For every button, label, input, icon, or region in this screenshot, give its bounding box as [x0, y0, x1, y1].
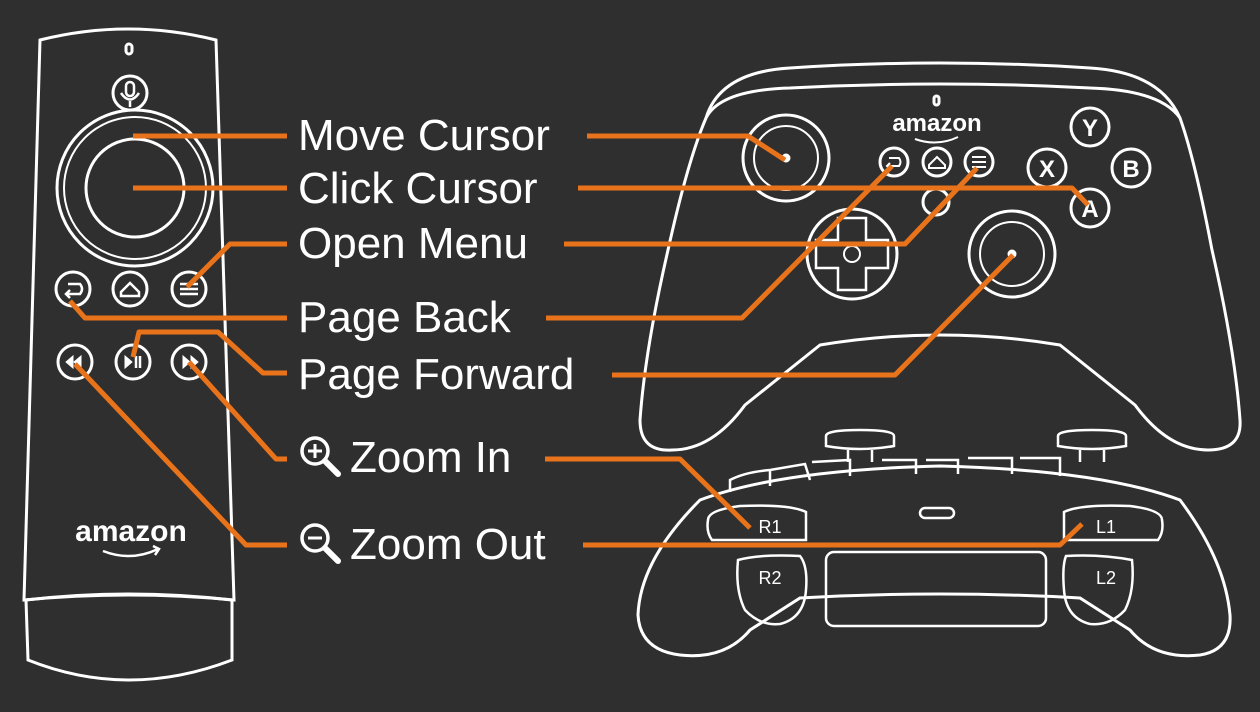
microphone-icon — [111, 74, 149, 112]
label-zoom-out-text: Zoom Out — [350, 520, 546, 569]
dpad-well — [805, 207, 899, 301]
gamepad-front-body — [636, 464, 1232, 658]
l1-bumper — [1062, 504, 1164, 542]
right-stick-outer — [967, 209, 1057, 299]
home-button-icon — [111, 270, 149, 308]
leader-move-cursor-gamepad — [587, 133, 787, 163]
face-button-b: B — [1122, 156, 1139, 183]
leader-page-forward-remote — [130, 329, 287, 376]
face-button-y: Y — [1082, 115, 1098, 142]
gamepad-front-recess — [824, 550, 1048, 628]
label-page-back-text: Page Back — [298, 293, 511, 342]
label-page-forward-text: Page Forward — [298, 350, 575, 399]
label-zoom-in-text: Zoom In — [350, 433, 512, 482]
l1-label: L1 — [1096, 517, 1116, 537]
leader-page-forward-gamepad — [612, 253, 1015, 378]
remote-brand-smile — [102, 544, 161, 558]
leader-open-menu-remote — [185, 241, 287, 289]
zoom-out-magnifier-icon — [300, 523, 341, 564]
label-zoom-out: Zoom Out — [298, 520, 546, 570]
gamepad-shoulder-bumpers — [704, 61, 1182, 119]
remote-bottom-cap — [24, 592, 234, 682]
gamepad-led — [932, 94, 941, 107]
label-page-forward: Page Forward — [298, 350, 574, 400]
fire-tv-remote — [22, 27, 236, 682]
leader-zoom-out-remote — [73, 362, 287, 548]
gamepad-front-sticks — [824, 428, 1128, 462]
label-move-cursor: Move Cursor — [298, 111, 550, 161]
gamepad-brand-logo: amazon — [892, 110, 981, 137]
dpad-center — [843, 245, 861, 263]
leader-zoom-in-remote — [187, 360, 287, 462]
play-pause-button-icon — [114, 343, 152, 381]
face-button-x: X — [1039, 156, 1055, 183]
leader-lines — [68, 133, 1090, 548]
label-open-menu: Open Menu — [298, 219, 528, 269]
label-move-cursor-text: Move Cursor — [298, 111, 550, 160]
rewind-button-icon — [56, 343, 94, 381]
l2-trigger — [1062, 554, 1134, 626]
r2-label: R2 — [758, 568, 781, 588]
gamepad-brand-smile — [914, 136, 959, 144]
remote-brand-logo: amazon — [75, 515, 187, 548]
gamepad-menu-icon — [963, 146, 995, 178]
leader-page-back-remote — [68, 299, 287, 321]
r2-trigger — [736, 554, 808, 626]
label-click-cursor: Click Cursor — [298, 164, 538, 214]
leader-click-cursor-gamepad — [578, 185, 1090, 207]
gamepad-home-icon — [921, 146, 953, 178]
face-button-y-ring — [1069, 106, 1111, 148]
gamepad-front-view — [636, 428, 1232, 658]
label-click-cursor-text: Click Cursor — [298, 164, 538, 213]
face-button-b-ring — [1110, 147, 1152, 189]
leader-zoom-in-gamepad — [545, 456, 752, 530]
left-stick-outer — [741, 113, 831, 203]
leader-open-menu-gamepad — [564, 166, 979, 247]
menu-button-icon — [170, 270, 208, 308]
r1-label: R1 — [758, 517, 781, 537]
l2-label: L2 — [1096, 568, 1116, 588]
gamepad-usb-port — [918, 506, 956, 520]
label-open-menu-text: Open Menu — [298, 219, 528, 268]
leader-page-back-gamepad — [546, 164, 894, 321]
zoom-in-magnifier-icon — [300, 436, 341, 477]
r1-bumper — [706, 504, 808, 542]
face-button-a-ring — [1069, 187, 1111, 229]
leader-zoom-out-gamepad — [583, 522, 1084, 548]
remote-led-dot — [124, 42, 134, 56]
gamepad-top-view — [638, 61, 1242, 452]
gamepad-body — [638, 82, 1242, 452]
right-stick — [979, 221, 1045, 287]
label-zoom-in: Zoom In — [298, 433, 511, 483]
label-page-back: Page Back — [298, 293, 511, 343]
gamepad-front-top-buttons — [728, 456, 1062, 492]
